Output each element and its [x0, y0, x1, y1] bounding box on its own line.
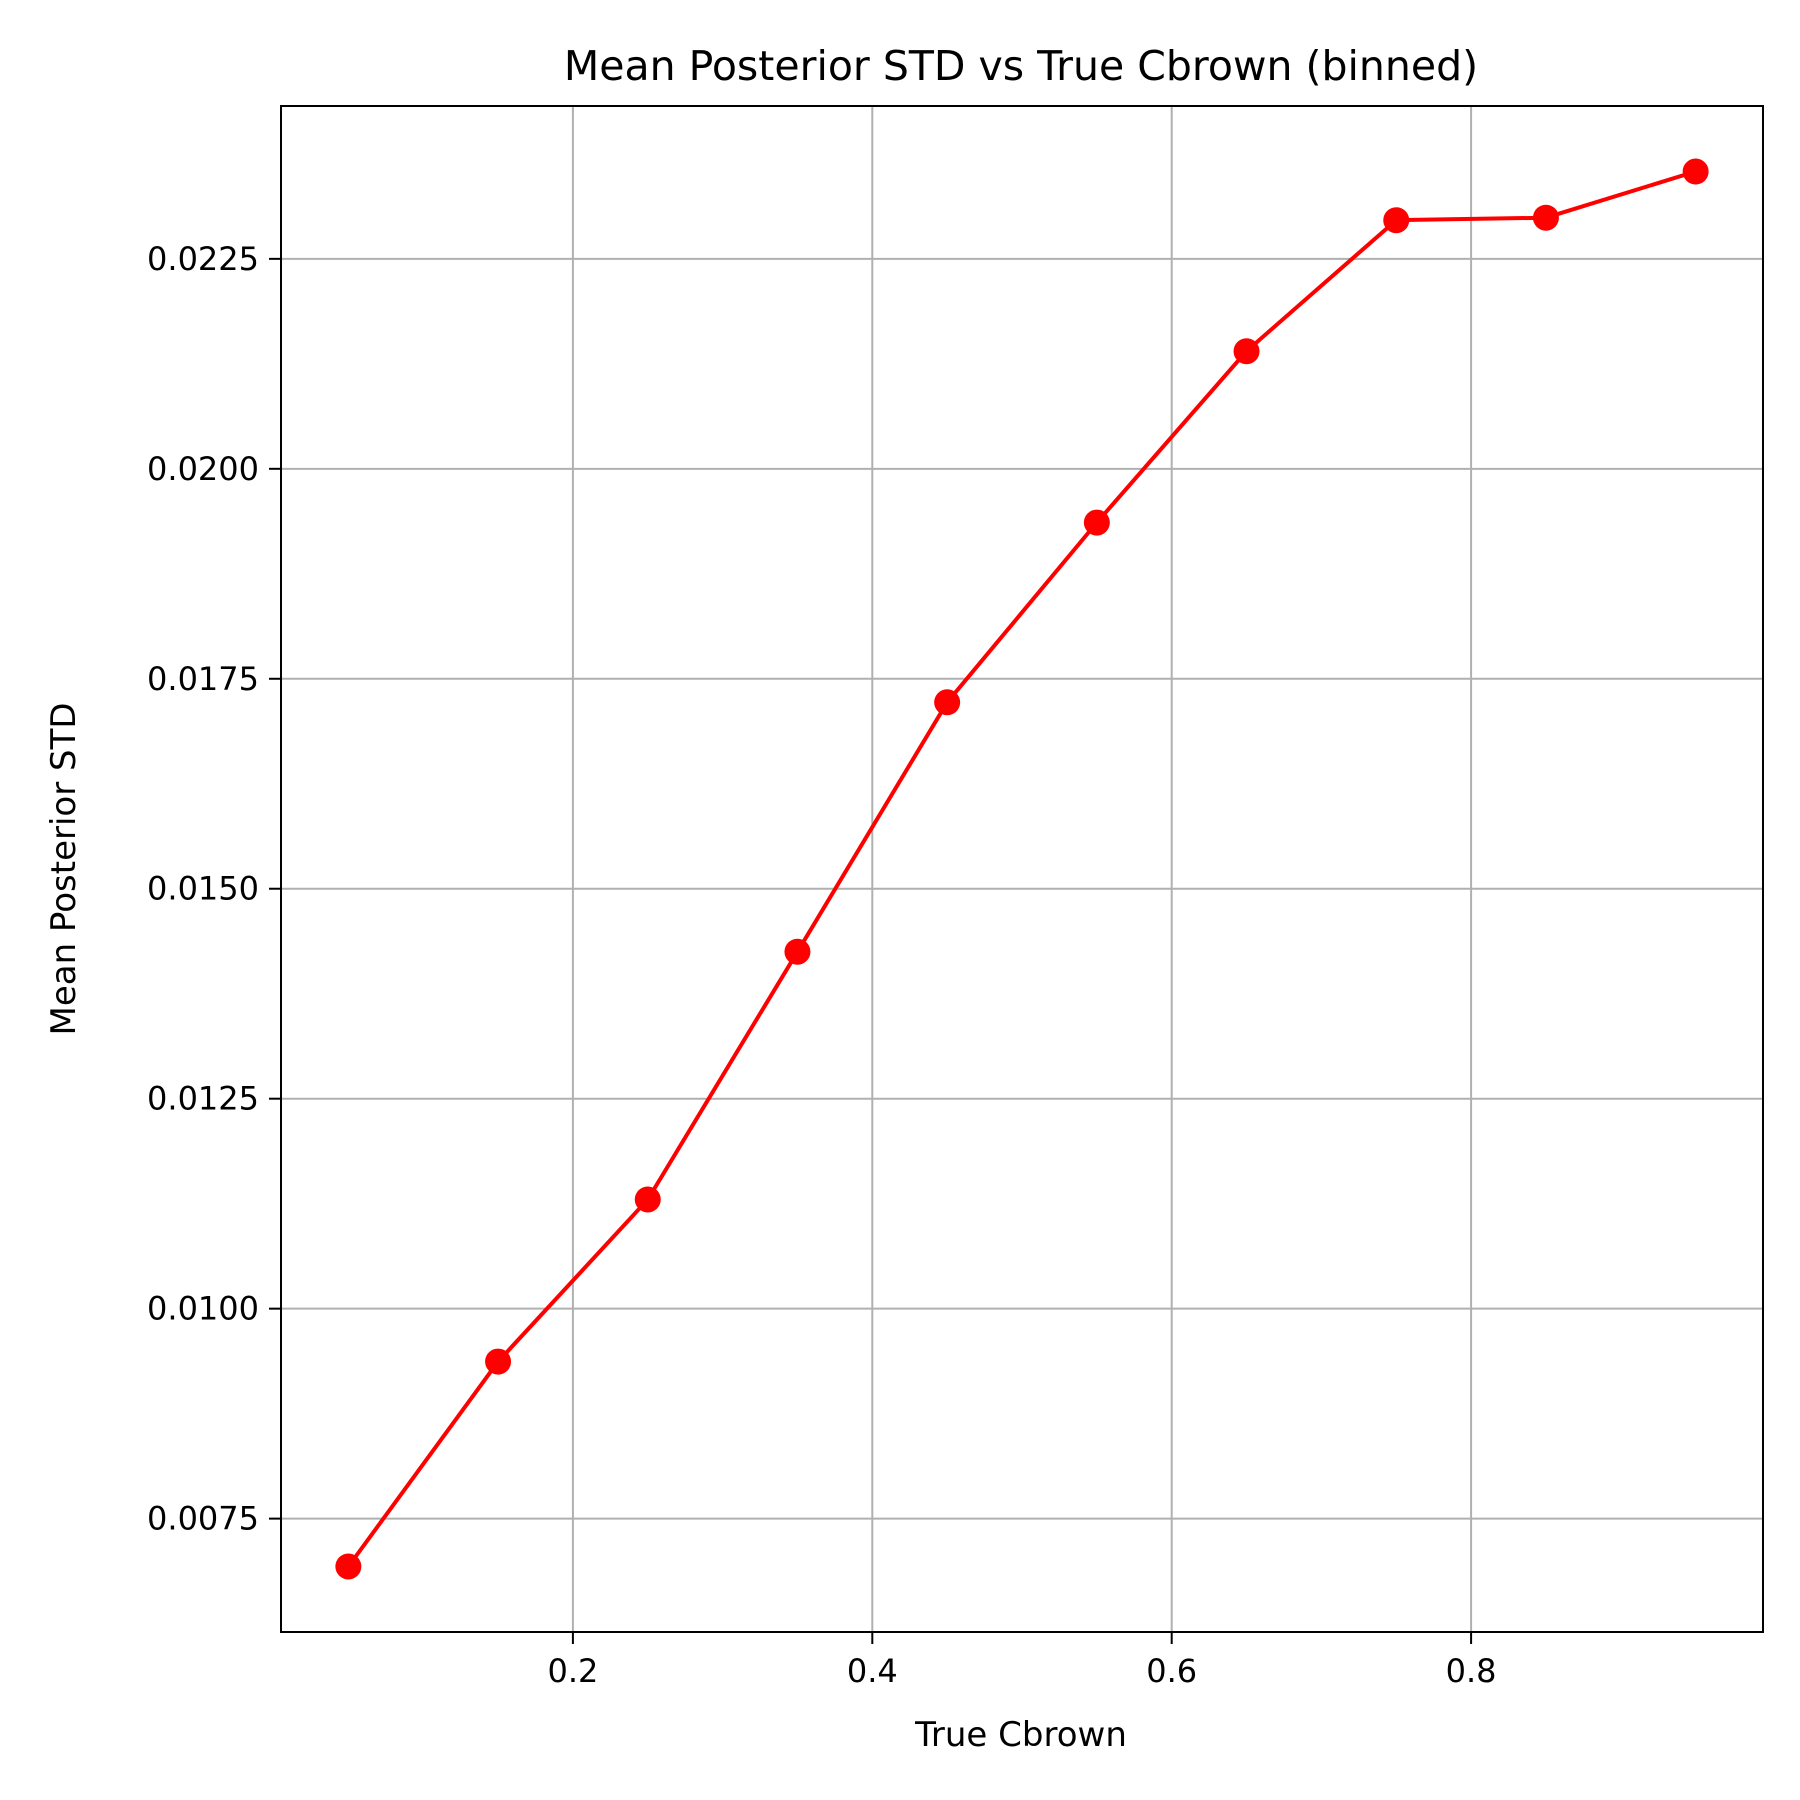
data-point [934, 689, 961, 716]
x-tick-label: 0.6 [1146, 1652, 1197, 1690]
x-tick-label: 0.4 [847, 1652, 898, 1690]
x-tick-label: 0.2 [547, 1652, 598, 1690]
y-tick-label: 0.0100 [147, 1290, 259, 1328]
x-axis-label: True Cbrown [914, 1715, 1127, 1755]
series-line-group [346, 169, 1697, 1568]
data-point [1682, 158, 1709, 185]
series-line [346, 169, 1697, 1568]
plot-frame [280, 105, 1764, 1633]
y-axis-label: Mean Posterior STD [44, 702, 84, 1035]
y-tick-label: 0.0075 [147, 1500, 259, 1538]
x-tick-label: 0.8 [1446, 1652, 1497, 1690]
ticks: 0.2 0.4 0.6 0.8 0.0075 0.0100 0.0125 0.0150 0.01… [147, 240, 1497, 1690]
y-tick-label: 0.0225 [147, 240, 259, 278]
chart-title: Mean Posterior STD vs True Cbrown (binne… [564, 42, 1478, 90]
data-point [485, 1348, 512, 1375]
y-tick-label: 0.0175 [147, 660, 259, 698]
data-point [634, 1186, 661, 1213]
data-point [335, 1553, 362, 1580]
grid [281, 106, 1763, 1632]
y-tick-label: 0.0200 [147, 450, 259, 488]
data-point [1532, 204, 1559, 231]
data-point [1083, 509, 1110, 536]
data-point [1383, 207, 1410, 234]
series-markers [335, 158, 1709, 1580]
data-point [784, 938, 811, 965]
y-tick-label: 0.0150 [147, 870, 259, 908]
data-point [1233, 338, 1260, 365]
y-tick-label: 0.0125 [147, 1080, 259, 1118]
